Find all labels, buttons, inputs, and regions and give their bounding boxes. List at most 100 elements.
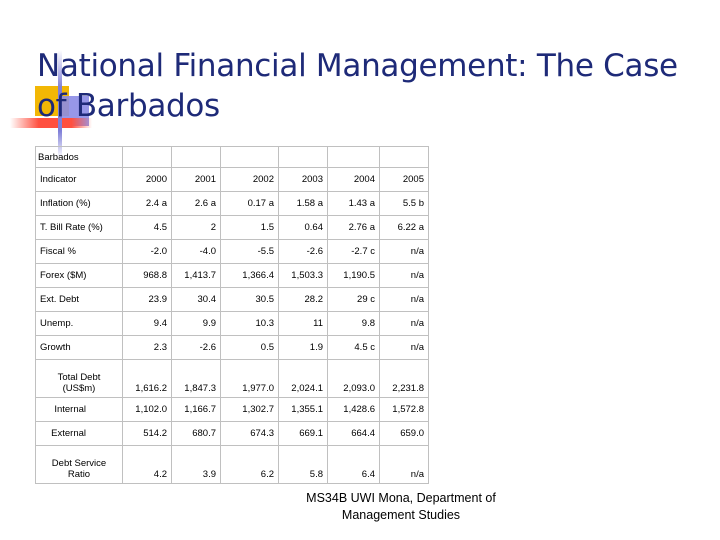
table-row: Forex ($M) 968.8 1,413.7 1,366.4 1,503.3…	[35, 263, 429, 288]
row-label: Ext. Debt	[35, 287, 123, 312]
table-cell: 680.7	[171, 421, 221, 446]
table-cell: 5.5 b	[379, 191, 429, 216]
table-row: Growth 2.3 -2.6 0.5 1.9 4.5 c n/a	[35, 335, 429, 360]
table-cell: 0.5	[220, 335, 279, 360]
table-cell: 1,302.7	[220, 397, 279, 422]
table-cell: -2.0	[122, 239, 172, 264]
row-label: Growth	[35, 335, 123, 360]
table-cell: n/a	[379, 335, 429, 360]
table-cell: 1.5	[220, 215, 279, 240]
table-cell: n/a	[379, 263, 429, 288]
row-label: Debt Service Ratio	[35, 445, 123, 484]
footer-line: Management Studies	[341, 508, 461, 522]
table-cell: 5.8	[278, 445, 328, 484]
table-cell: 6.22 a	[379, 215, 429, 240]
table-cell: 9.9	[171, 311, 221, 336]
row-label: T. Bill Rate (%)	[35, 215, 123, 240]
header-year: 2005	[379, 167, 429, 192]
table-cell: 28.2	[278, 287, 328, 312]
table-cell: 29 c	[327, 287, 380, 312]
table-row: Fiscal % -2.0 -4.0 -5.5 -2.6 -2.7 c n/a	[35, 239, 429, 264]
table-cell: n/a	[379, 445, 429, 484]
table-cell: 1,616.2	[122, 359, 172, 398]
table-cell: 968.8	[122, 263, 172, 288]
table-row: Internal 1,102.0 1,166.7 1,302.7 1,355.1…	[35, 397, 429, 422]
table-cell: 30.4	[171, 287, 221, 312]
table-cell: 664.4	[327, 421, 380, 446]
table-cell: 4.5 c	[327, 335, 380, 360]
table-caption-row: Barbados	[35, 146, 429, 168]
table-cell: 9.4	[122, 311, 172, 336]
footer-line: MS34B UWI Mona, Department of	[306, 491, 496, 505]
table-cell: -2.7 c	[327, 239, 380, 264]
table-cell: 0.64	[278, 215, 328, 240]
table-caption: Barbados	[35, 146, 123, 168]
table-cell: 4.2	[122, 445, 172, 484]
table-row: External 514.2 680.7 674.3 669.1 664.4 6…	[35, 421, 429, 446]
table-cell: 11	[278, 311, 328, 336]
table-cell: 1.43 a	[327, 191, 380, 216]
table-cell: 1.9	[278, 335, 328, 360]
table-cell: -2.6	[171, 335, 221, 360]
table-cell: n/a	[379, 287, 429, 312]
table-cell: 2.3	[122, 335, 172, 360]
table-cell: 2,231.8	[379, 359, 429, 398]
table-cell: 2.4 a	[122, 191, 172, 216]
table-cell: -4.0	[171, 239, 221, 264]
table-cell: 514.2	[122, 421, 172, 446]
table-cell: 4.5	[122, 215, 172, 240]
table-row: Inflation (%) 2.4 a 2.6 a 0.17 a 1.58 a …	[35, 191, 429, 216]
table-cell: 674.3	[220, 421, 279, 446]
table-cell: -2.6	[278, 239, 328, 264]
table-row: Unemp. 9.4 9.9 10.3 11 9.8 n/a	[35, 311, 429, 336]
table-cell: 2,024.1	[278, 359, 328, 398]
header-year: 2003	[278, 167, 328, 192]
row-label: Inflation (%)	[35, 191, 123, 216]
row-label: Forex ($M)	[35, 263, 123, 288]
table-cell: 1,413.7	[171, 263, 221, 288]
header-year: 2004	[327, 167, 380, 192]
table-cell: 30.5	[220, 287, 279, 312]
decorative-red-bar	[10, 118, 92, 128]
header-indicator: Indicator	[35, 167, 123, 192]
slide-title: National Financial Management: The Case …	[37, 48, 678, 124]
row-label: External	[35, 421, 123, 446]
table-cell: 9.8	[327, 311, 380, 336]
table-cell: 1,355.1	[278, 397, 328, 422]
table-row: Debt Service Ratio 4.2 3.9 6.2 5.8 6.4 n…	[35, 445, 429, 484]
header-year: 2000	[122, 167, 172, 192]
table-cell: 23.9	[122, 287, 172, 312]
slide-footer: MS34B UWI Mona, Department of Management…	[296, 490, 506, 524]
table-cell: 1,428.6	[327, 397, 380, 422]
table-cell: 1,572.8	[379, 397, 429, 422]
table-cell: -5.5	[220, 239, 279, 264]
table-cell: 1,166.7	[171, 397, 221, 422]
table-cell: 1,366.4	[220, 263, 279, 288]
table-cell: 2.76 a	[327, 215, 380, 240]
table-header-row: Indicator 2000 2001 2002 2003 2004 2005	[35, 167, 429, 192]
table-cell: 659.0	[379, 421, 429, 446]
row-label: Fiscal %	[35, 239, 123, 264]
indicator-table: Barbados Indicator 2000 2001 2002 2003 2…	[35, 146, 429, 484]
table-row: Ext. Debt 23.9 30.4 30.5 28.2 29 c n/a	[35, 287, 429, 312]
table-cell: 6.2	[220, 445, 279, 484]
decorative-blue-line	[58, 50, 62, 158]
table-cell: 2,093.0	[327, 359, 380, 398]
row-label: Total Debt (US$m)	[35, 359, 123, 398]
header-year: 2002	[220, 167, 279, 192]
row-label: Unemp.	[35, 311, 123, 336]
table-cell: 10.3	[220, 311, 279, 336]
table-cell: 3.9	[171, 445, 221, 484]
table-row: Total Debt (US$m) 1,616.2 1,847.3 1,977.…	[35, 359, 429, 398]
table-cell: n/a	[379, 239, 429, 264]
header-year: 2001	[171, 167, 221, 192]
table-cell: 1.58 a	[278, 191, 328, 216]
table-cell: 1,503.3	[278, 263, 328, 288]
table-cell: 2	[171, 215, 221, 240]
table-cell: 1,847.3	[171, 359, 221, 398]
table-cell: 0.17 a	[220, 191, 279, 216]
table-cell: 1,977.0	[220, 359, 279, 398]
table-cell: n/a	[379, 311, 429, 336]
table-cell: 2.6 a	[171, 191, 221, 216]
table-cell: 1,190.5	[327, 263, 380, 288]
